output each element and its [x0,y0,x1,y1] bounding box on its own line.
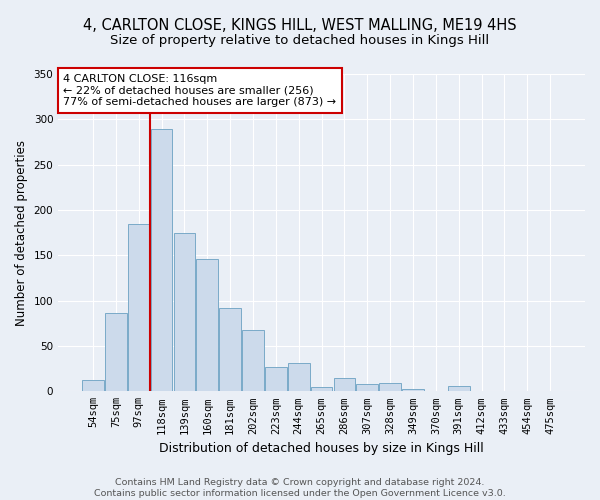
Text: 4 CARLTON CLOSE: 116sqm
← 22% of detached houses are smaller (256)
77% of semi-d: 4 CARLTON CLOSE: 116sqm ← 22% of detache… [64,74,337,107]
Bar [173,232,195,392]
Bar [265,367,287,392]
Bar [128,224,149,392]
Bar [151,130,172,392]
Bar [356,384,378,392]
Y-axis label: Number of detached properties: Number of detached properties [15,140,28,326]
Text: Contains HM Land Registry data © Crown copyright and database right 2024.
Contai: Contains HM Land Registry data © Crown c… [94,478,506,498]
Bar [82,380,104,392]
Bar [379,383,401,392]
Bar [334,378,355,392]
Bar [105,314,127,392]
X-axis label: Distribution of detached houses by size in Kings Hill: Distribution of detached houses by size … [159,442,484,455]
Bar [219,308,241,392]
Bar [242,330,264,392]
Bar [288,363,310,392]
Bar [196,259,218,392]
Bar [311,387,332,392]
Text: Size of property relative to detached houses in Kings Hill: Size of property relative to detached ho… [110,34,490,47]
Bar [448,386,470,392]
Text: 4, CARLTON CLOSE, KINGS HILL, WEST MALLING, ME19 4HS: 4, CARLTON CLOSE, KINGS HILL, WEST MALLI… [83,18,517,32]
Bar [402,388,424,392]
